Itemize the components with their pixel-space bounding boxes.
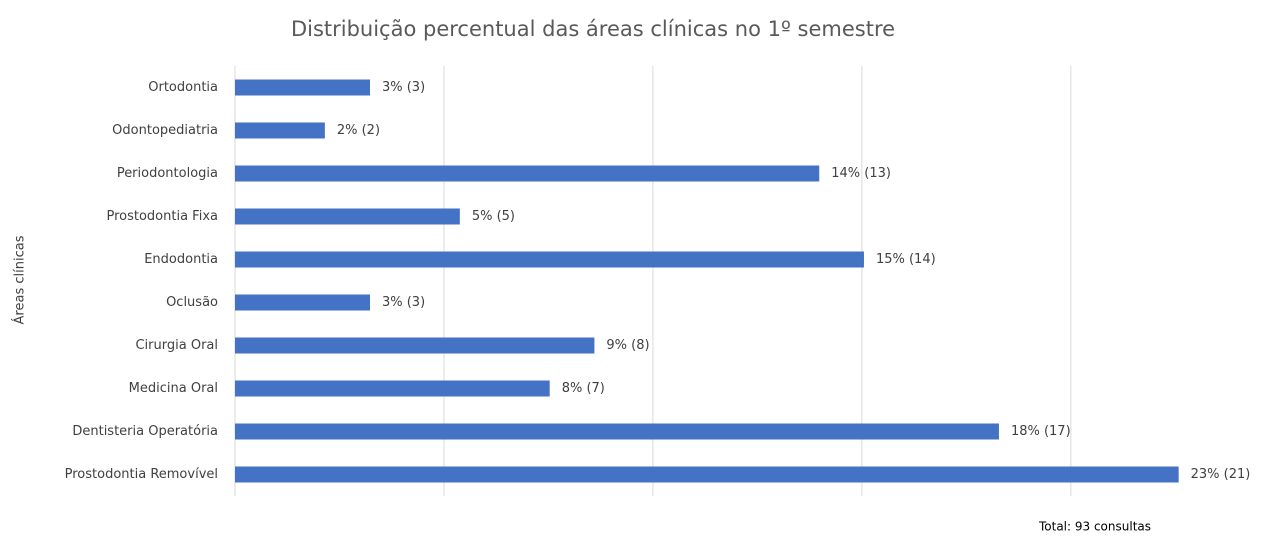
y-tick-label: Cirurgia Oral (135, 338, 218, 353)
data-label: 2% (2) (337, 123, 380, 138)
y-tick-label: Prostodontia Fixa (106, 209, 218, 224)
data-label: 8% (7) (562, 381, 605, 396)
data-label: 3% (3) (382, 295, 425, 310)
bar (235, 294, 370, 311)
bar (235, 380, 550, 397)
y-tick-label: Odontopediatria (112, 123, 218, 138)
y-tick-label: Oclusão (166, 295, 218, 310)
data-label: 5% (5) (472, 209, 515, 224)
bar (235, 466, 1179, 483)
y-tick-label: Ortodontia (148, 80, 218, 95)
bar (235, 423, 999, 440)
data-label: 9% (8) (606, 338, 649, 353)
y-tick-label: Endodontia (144, 252, 218, 267)
bar (235, 79, 370, 96)
bar (235, 251, 864, 268)
bar (235, 165, 820, 182)
data-label: 23% (21) (1191, 467, 1251, 482)
chart-title: Distribuição percentual das áreas clínic… (291, 17, 895, 41)
data-label: 18% (17) (1011, 424, 1071, 439)
y-tick-label: Medicina Oral (129, 381, 218, 396)
data-label: 14% (13) (831, 166, 891, 181)
bar (235, 208, 460, 225)
y-axis-label: Áreas clínicas (12, 235, 28, 324)
total-note: Total: 93 consultas (1038, 520, 1151, 534)
y-tick-label: Periodontologia (117, 166, 218, 181)
data-label: 3% (3) (382, 80, 425, 95)
bar (235, 122, 325, 139)
y-tick-label: Prostodontia Removível (65, 467, 218, 482)
data-label: 15% (14) (876, 252, 936, 267)
y-tick-label: Dentisteria Operatória (72, 424, 218, 439)
bar (235, 337, 595, 354)
